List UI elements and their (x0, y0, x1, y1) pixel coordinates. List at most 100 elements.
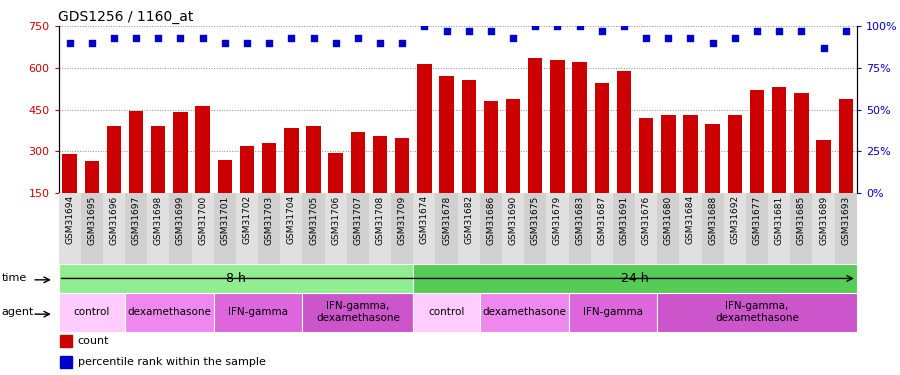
Point (328, 40, 343, 46)
Point (683, 35, 698, 41)
Bar (772, 87, 787, 235)
Point (284, 35, 299, 41)
Text: GSM31678: GSM31678 (442, 195, 451, 244)
Text: GSM31701: GSM31701 (220, 195, 230, 244)
Bar (657, 193, 680, 264)
Text: GSM31679: GSM31679 (553, 195, 562, 244)
Text: GSM31691: GSM31691 (619, 195, 628, 244)
Point (373, 40, 387, 46)
Text: GSM31676: GSM31676 (642, 195, 651, 244)
Text: 24 h: 24 h (621, 272, 649, 285)
Bar (590, 193, 613, 264)
Bar (262, 143, 276, 235)
Bar (727, 115, 742, 235)
Text: dexamethasone: dexamethasone (128, 307, 212, 317)
Point (639, 35, 653, 41)
Bar (306, 126, 320, 235)
Bar (413, 193, 436, 264)
Text: GSM31703: GSM31703 (265, 195, 274, 244)
Point (772, 28, 787, 34)
Point (550, 23, 564, 29)
Bar (572, 62, 587, 235)
Bar (85, 161, 99, 235)
Text: GSM31681: GSM31681 (775, 195, 784, 244)
Point (572, 23, 587, 29)
Text: GDS1256 / 1160_at: GDS1256 / 1160_at (58, 10, 194, 24)
Text: GSM31683: GSM31683 (575, 195, 584, 244)
Bar (528, 58, 543, 235)
Point (62, 40, 77, 46)
Text: GSM31689: GSM31689 (819, 195, 828, 244)
Bar (213, 292, 302, 332)
Bar (258, 193, 280, 264)
Bar (524, 193, 546, 264)
Text: dexamethasone: dexamethasone (482, 307, 566, 317)
Bar (192, 193, 213, 264)
Bar (462, 81, 476, 235)
Bar (550, 60, 564, 235)
Bar (103, 193, 125, 264)
Bar (480, 292, 569, 332)
Text: 8 h: 8 h (226, 272, 246, 285)
Bar (683, 115, 698, 235)
Text: GSM31674: GSM31674 (420, 195, 429, 244)
Bar (351, 132, 365, 235)
Bar (58, 292, 125, 332)
Bar (794, 93, 808, 235)
Text: GSM31680: GSM31680 (664, 195, 673, 244)
Bar (302, 193, 325, 264)
Bar (218, 160, 232, 235)
Point (506, 35, 520, 41)
Point (151, 35, 166, 41)
Text: GSM31685: GSM31685 (796, 195, 806, 244)
Text: GSM31706: GSM31706 (331, 195, 340, 244)
Point (706, 40, 720, 46)
Point (418, 23, 432, 29)
Bar (595, 83, 609, 235)
Bar (239, 146, 254, 235)
Point (351, 35, 365, 41)
Bar (546, 193, 569, 264)
Text: IFN-gamma,
dexamethasone: IFN-gamma, dexamethasone (316, 302, 400, 323)
Text: GSM31684: GSM31684 (686, 195, 695, 244)
Bar (569, 292, 657, 332)
Bar (724, 193, 746, 264)
Bar (60, 356, 73, 368)
Point (462, 28, 476, 34)
Text: GSM31707: GSM31707 (354, 195, 363, 244)
Point (616, 23, 631, 29)
Text: percentile rank within the sample: percentile rank within the sample (77, 357, 266, 367)
Text: GSM31688: GSM31688 (708, 195, 717, 244)
Text: GSM31696: GSM31696 (110, 195, 119, 244)
Text: GSM31677: GSM31677 (752, 195, 761, 244)
Bar (790, 193, 813, 264)
Bar (369, 193, 392, 264)
Text: control: control (74, 307, 110, 317)
Text: GSM31692: GSM31692 (730, 195, 739, 244)
Text: GSM31704: GSM31704 (287, 195, 296, 244)
Point (85, 40, 99, 46)
Text: count: count (77, 336, 109, 346)
Text: agent: agent (2, 307, 34, 317)
Bar (750, 90, 764, 235)
Bar (639, 118, 653, 235)
Point (439, 28, 454, 34)
Point (595, 28, 609, 34)
Bar (195, 105, 210, 235)
Text: GSM31690: GSM31690 (508, 195, 518, 244)
Text: GSM31695: GSM31695 (87, 195, 96, 244)
Bar (816, 140, 831, 235)
Text: GSM31700: GSM31700 (198, 195, 207, 244)
Text: time: time (2, 273, 27, 284)
Point (750, 28, 764, 34)
Bar (125, 193, 148, 264)
Bar (483, 101, 498, 235)
Point (662, 35, 676, 41)
Bar (302, 292, 413, 332)
Point (174, 35, 188, 41)
Text: GSM31694: GSM31694 (65, 195, 74, 244)
Bar (457, 193, 480, 264)
Point (129, 35, 143, 41)
Text: GSM31693: GSM31693 (842, 195, 850, 244)
Bar (746, 193, 768, 264)
